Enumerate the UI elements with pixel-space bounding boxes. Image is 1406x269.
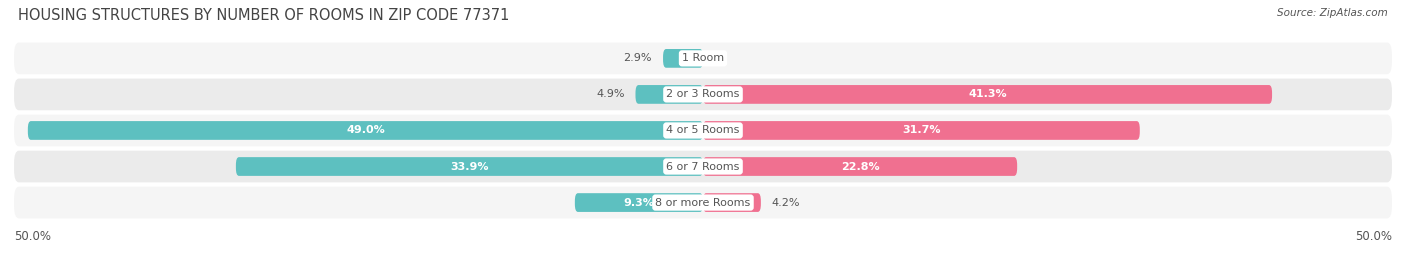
Text: 49.0%: 49.0% — [346, 125, 385, 136]
FancyBboxPatch shape — [664, 49, 703, 68]
FancyBboxPatch shape — [575, 193, 703, 212]
Text: 6 or 7 Rooms: 6 or 7 Rooms — [666, 161, 740, 172]
Text: 4.2%: 4.2% — [772, 197, 800, 208]
FancyBboxPatch shape — [14, 43, 1392, 74]
Text: 31.7%: 31.7% — [903, 125, 941, 136]
FancyBboxPatch shape — [236, 157, 703, 176]
FancyBboxPatch shape — [703, 121, 1140, 140]
Text: 33.9%: 33.9% — [450, 161, 489, 172]
Text: 50.0%: 50.0% — [14, 229, 51, 243]
FancyBboxPatch shape — [703, 193, 761, 212]
FancyBboxPatch shape — [703, 85, 1272, 104]
Text: 22.8%: 22.8% — [841, 161, 879, 172]
Text: 2 or 3 Rooms: 2 or 3 Rooms — [666, 89, 740, 100]
FancyBboxPatch shape — [14, 115, 1392, 146]
Text: 8 or more Rooms: 8 or more Rooms — [655, 197, 751, 208]
FancyBboxPatch shape — [703, 157, 1017, 176]
Text: 2.9%: 2.9% — [623, 53, 652, 63]
Text: 50.0%: 50.0% — [1355, 229, 1392, 243]
FancyBboxPatch shape — [14, 187, 1392, 218]
FancyBboxPatch shape — [636, 85, 703, 104]
Text: 41.3%: 41.3% — [969, 89, 1007, 100]
FancyBboxPatch shape — [14, 79, 1392, 110]
Text: 4 or 5 Rooms: 4 or 5 Rooms — [666, 125, 740, 136]
Text: 1 Room: 1 Room — [682, 53, 724, 63]
FancyBboxPatch shape — [14, 151, 1392, 182]
Text: 4.9%: 4.9% — [596, 89, 624, 100]
FancyBboxPatch shape — [28, 121, 703, 140]
Text: HOUSING STRUCTURES BY NUMBER OF ROOMS IN ZIP CODE 77371: HOUSING STRUCTURES BY NUMBER OF ROOMS IN… — [18, 8, 509, 23]
Text: 9.3%: 9.3% — [623, 197, 654, 208]
Text: Source: ZipAtlas.com: Source: ZipAtlas.com — [1277, 8, 1388, 18]
Legend: Owner-occupied, Renter-occupied: Owner-occupied, Renter-occupied — [576, 268, 830, 269]
